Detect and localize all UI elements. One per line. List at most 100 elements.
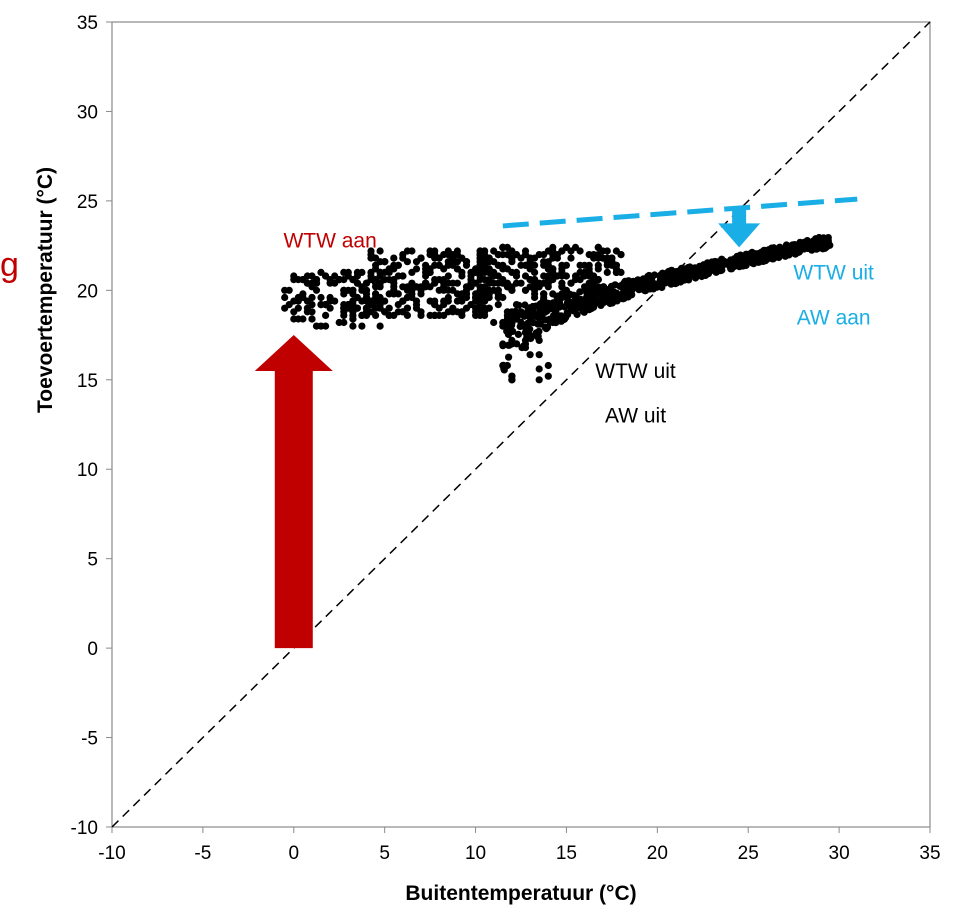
data-point	[449, 254, 457, 262]
data-point	[604, 295, 612, 304]
data-point	[698, 266, 707, 274]
data-point	[704, 270, 713, 278]
data-point	[322, 301, 330, 309]
data-point	[376, 322, 384, 330]
x-tick-label: -5	[194, 843, 211, 864]
data-point	[531, 290, 539, 298]
data-point	[367, 272, 375, 280]
data-point	[499, 279, 507, 287]
data-point	[672, 268, 680, 276]
data-point	[472, 293, 480, 302]
y-tick-label: 25	[77, 192, 98, 213]
data-point	[431, 254, 439, 262]
data-point	[340, 290, 348, 298]
data-point	[308, 293, 316, 302]
data-point	[528, 310, 536, 318]
data-point	[399, 283, 407, 291]
annotation-label: WTW uit	[595, 360, 676, 383]
data-point	[579, 307, 588, 316]
heating-arrow	[254, 335, 333, 649]
data-point	[644, 285, 653, 293]
y-tick-label: 20	[77, 281, 98, 302]
data-point	[431, 276, 439, 284]
data-point	[773, 249, 781, 257]
annotation-label: AW uit	[605, 405, 666, 428]
data-point	[376, 268, 384, 276]
data-points	[281, 233, 834, 384]
data-point	[501, 320, 510, 328]
data-point	[542, 325, 550, 333]
data-point	[412, 265, 421, 273]
arrows	[254, 209, 761, 649]
data-point	[494, 293, 502, 302]
data-point	[545, 305, 553, 313]
data-point	[618, 292, 627, 300]
data-point	[551, 299, 559, 307]
data-point	[453, 290, 461, 298]
x-tick-label: 20	[647, 843, 668, 864]
data-point	[417, 254, 425, 262]
data-point	[527, 332, 535, 340]
data-point	[684, 269, 692, 277]
data-point	[522, 324, 530, 332]
data-point	[444, 293, 452, 302]
data-point	[290, 308, 298, 316]
data-point	[562, 243, 571, 251]
data-point	[544, 361, 552, 370]
data-point	[453, 279, 461, 287]
data-point	[285, 286, 293, 294]
data-point	[490, 258, 498, 266]
data-point	[762, 247, 771, 255]
data-point	[349, 290, 357, 298]
data-point	[535, 351, 543, 359]
data-point	[540, 272, 548, 280]
data-point	[340, 311, 348, 319]
reference-line	[111, 21, 931, 828]
y-axis-title: Toevoertemperatuur (°C)	[34, 167, 57, 413]
x-tick-label: 35	[919, 843, 940, 864]
data-point	[299, 315, 307, 323]
data-point	[394, 261, 402, 269]
data-point	[521, 272, 530, 280]
data-point	[603, 268, 611, 276]
data-point	[628, 279, 636, 287]
data-point	[440, 251, 448, 259]
data-point	[449, 308, 457, 316]
data-point	[617, 268, 625, 276]
data-point	[638, 284, 646, 292]
data-point	[711, 261, 719, 269]
data-point	[372, 254, 380, 262]
data-point	[422, 272, 430, 280]
data-point	[505, 341, 513, 349]
data-point	[376, 279, 384, 287]
x-tick-label: 10	[465, 843, 486, 864]
data-point	[521, 301, 529, 309]
x-axis-title: Buitentemperatuur (°C)	[405, 882, 636, 905]
data-point	[787, 247, 795, 255]
data-point	[598, 290, 607, 298]
data-point	[312, 276, 321, 284]
y-tick-label: 35	[77, 13, 98, 34]
data-point	[281, 293, 289, 302]
data-point	[500, 365, 508, 373]
data-point	[358, 322, 366, 330]
data-point	[362, 304, 371, 312]
data-point	[780, 249, 788, 257]
data-point	[544, 265, 552, 273]
y-tick-label: 0	[87, 639, 98, 660]
data-point	[372, 304, 380, 312]
data-point	[520, 342, 528, 350]
data-point	[585, 268, 593, 276]
data-point	[453, 247, 461, 255]
data-point	[532, 302, 540, 310]
data-point	[349, 322, 357, 330]
annotation-label: WTW aan	[283, 229, 376, 252]
y-axis-ticks: -10 -5 0 5 10 15 20 25 30 35	[71, 13, 112, 839]
data-point	[544, 247, 552, 255]
data-point	[509, 311, 517, 320]
y-tick-label: 15	[77, 371, 98, 392]
data-point	[698, 272, 706, 281]
data-point	[467, 276, 475, 284]
data-point	[807, 245, 815, 253]
